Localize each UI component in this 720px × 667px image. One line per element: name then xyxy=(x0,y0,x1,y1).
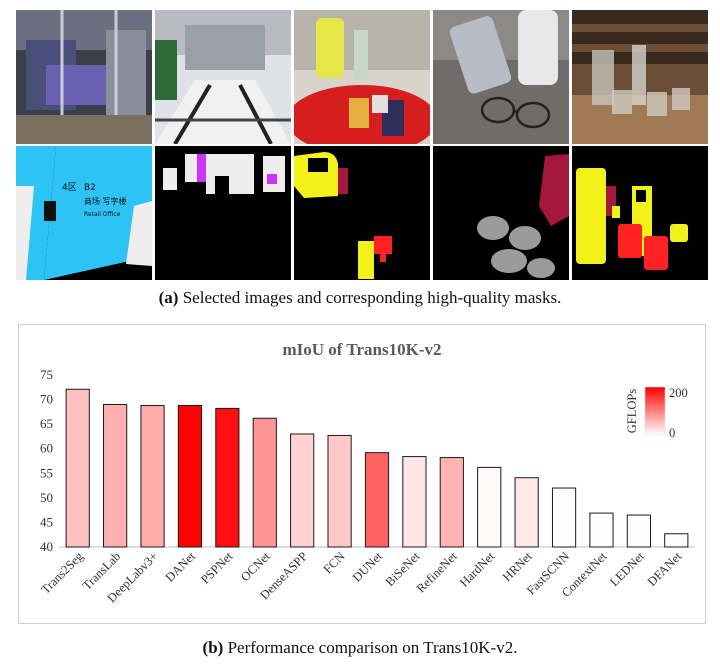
mask-glass-wall-signage: 4区 B2 商场 写字楼 Retail Office xyxy=(16,146,152,280)
y-tick-label: 40 xyxy=(40,539,53,554)
x-tick-label: Trans2Seg xyxy=(38,549,86,597)
bar-pspnet xyxy=(215,407,240,548)
bar-lednet xyxy=(626,514,651,548)
gflops-legend: GFLOPs 200 0 xyxy=(625,386,688,440)
photo-glasses-bottle-table xyxy=(433,10,569,144)
bar-chart: mIoU of Trans10K-v2 40 45 50 55 60 65 70 75 Tra… xyxy=(38,340,695,606)
bar-ocnet xyxy=(252,417,277,548)
mask-sign-text-4: Retail Office xyxy=(84,211,121,218)
bar-trans2seg xyxy=(65,388,90,548)
legend-min-label: 0 xyxy=(669,426,675,440)
bar-danet xyxy=(177,404,203,548)
x-tick-label: DFANet xyxy=(645,549,685,589)
bar-dfanet xyxy=(664,533,689,548)
y-tick-label: 45 xyxy=(40,514,53,529)
image-mask-grid: 4区 B2 商场 写字楼 Retail Office xyxy=(16,10,708,280)
bar-fastscnn xyxy=(551,487,577,548)
x-tick-label: FCN xyxy=(321,549,348,576)
bar-denseaspp xyxy=(290,433,315,548)
bottom-caption: (b) Performance comparison on Trans10K-v… xyxy=(0,638,720,658)
bar-dunet xyxy=(364,452,390,548)
mask-sign-text-1: 4区 xyxy=(62,182,77,193)
photo-glassware-on-tray xyxy=(572,10,708,144)
bar-deeplabv3- xyxy=(140,404,165,548)
bars xyxy=(65,388,689,548)
x-tick-label: DANet xyxy=(163,549,199,585)
mask-glass-doors xyxy=(155,146,291,280)
photo-lobby-glass-doors xyxy=(155,10,291,144)
top-caption: (a) Selected images and corresponding hi… xyxy=(0,288,720,308)
chart-panel: mIoU of Trans10K-v2 40 45 50 55 60 65 70 75 Tra… xyxy=(18,324,706,624)
bar-bisenet xyxy=(402,456,427,548)
y-tick-label: 75 xyxy=(40,367,53,382)
mask-sign-text-2: B2 xyxy=(84,183,96,193)
x-tick-label: PSPNet xyxy=(198,549,236,587)
y-tick-label: 65 xyxy=(40,416,53,431)
x-tick-label: HardNet xyxy=(457,549,498,590)
mask-bottle-cups xyxy=(294,146,430,280)
photo-mall-glass-door xyxy=(16,10,152,144)
legend-title: GFLOPs xyxy=(625,389,639,434)
bar-hrnet xyxy=(514,477,539,548)
bar-translab xyxy=(103,403,128,548)
bar-refinenet xyxy=(439,457,464,548)
x-tick-label: HRNet xyxy=(500,549,535,584)
mask-glassware xyxy=(572,146,708,280)
mask-sign-text-3: 商场 写字楼 xyxy=(84,196,127,206)
bottom-caption-label: (b) xyxy=(202,638,224,657)
legend-color-scale xyxy=(644,386,666,436)
top-caption-label: (a) xyxy=(158,288,179,307)
top-caption-text: Selected images and corresponding high-q… xyxy=(178,288,562,307)
x-tick-label: LEDNet xyxy=(607,549,647,589)
bottom-caption-text: Performance comparison on Trans10K-v2. xyxy=(223,638,518,657)
mask-eyeglasses-bottle xyxy=(433,146,569,280)
x-tick-label: OCNet xyxy=(238,549,273,584)
x-tick-label: DUNet xyxy=(350,549,386,585)
y-tick-label: 50 xyxy=(40,490,53,505)
legend-max-label: 200 xyxy=(669,386,688,400)
chart-title: mIoU of Trans10K-v2 xyxy=(283,340,442,359)
y-tick-label: 60 xyxy=(40,441,53,456)
y-tick-label: 70 xyxy=(40,392,53,407)
y-tick-label: 55 xyxy=(40,465,53,480)
bar-hardnet xyxy=(477,466,502,548)
bar-contextnet xyxy=(589,512,614,548)
bar-fcn xyxy=(327,434,352,548)
photo-table-bottles-cups xyxy=(294,10,430,144)
x-tick-label: RefineNet xyxy=(414,549,461,596)
